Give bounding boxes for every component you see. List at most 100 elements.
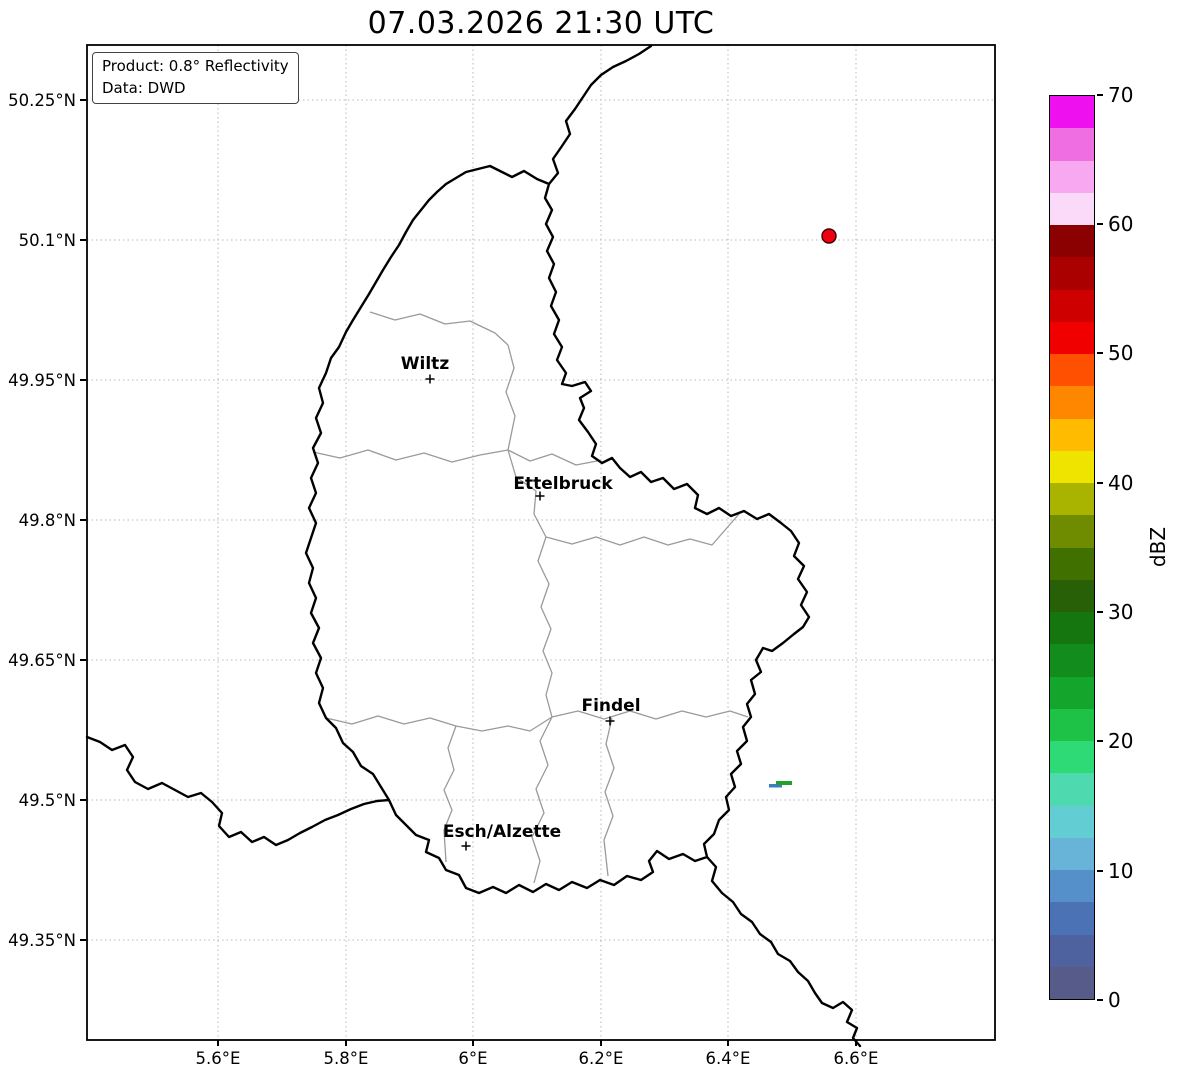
colorbar-segment	[1050, 741, 1094, 774]
city-label-esch-alzette: Esch/Alzette	[443, 822, 561, 842]
lon-tick: 6°E	[428, 1040, 518, 1068]
tick-mark	[80, 379, 86, 381]
colorbar	[1049, 95, 1095, 1000]
map-canvas: Wiltz Ettelbruck Findel Esch/Alzette	[85, 44, 996, 1048]
tick-mark	[1097, 740, 1103, 742]
tick-mark	[1097, 870, 1103, 872]
lon-tick: 5.8°E	[301, 1040, 391, 1068]
city-labels: Wiltz Ettelbruck Findel Esch/Alzette	[401, 354, 641, 842]
country-border-luxembourg	[304, 164, 811, 895]
city-label-ettelbruck: Ettelbruck	[513, 474, 613, 494]
colorbar-tick-label: 10	[1108, 859, 1134, 883]
tick-mark	[1097, 482, 1103, 484]
lat-tick-label: 49.35°N	[8, 930, 76, 950]
colorbar-tick: 40	[1097, 471, 1133, 495]
tick-mark	[80, 659, 86, 661]
city-marker-ettelbruck	[535, 491, 545, 501]
axes-frame	[86, 44, 996, 1041]
colorbar-segment	[1050, 837, 1094, 870]
lon-tick: 6.2°E	[556, 1040, 646, 1068]
colorbar-segment	[1050, 805, 1094, 838]
tick-mark	[217, 1040, 219, 1046]
lat-tick-label: 49.5°N	[18, 790, 76, 810]
lat-tick: 50.1°N	[0, 230, 86, 250]
colorbar-tick: 20	[1097, 729, 1133, 753]
colorbar-segment	[1050, 96, 1094, 129]
colorbar-segment	[1050, 386, 1094, 419]
colorbar-segment	[1050, 418, 1094, 451]
lon-tick: 6.4°E	[683, 1040, 773, 1068]
radar-echo-streak-green	[776, 781, 792, 785]
legend-box: Product: 0.8° Reflectivity Data: DWD	[92, 52, 299, 104]
colorbar-tick-label: 40	[1108, 471, 1134, 495]
colorbar-segment	[1050, 547, 1094, 580]
tick-mark	[80, 799, 86, 801]
lat-tick: 50.25°N	[0, 90, 86, 110]
colorbar-segment	[1050, 676, 1094, 709]
colorbar-segment	[1050, 612, 1094, 645]
colorbar-tick-label: 30	[1108, 600, 1134, 624]
lat-tick-label: 49.8°N	[18, 510, 76, 530]
tick-mark	[472, 1040, 474, 1046]
district-borders	[312, 311, 749, 884]
colorbar-segment	[1050, 257, 1094, 290]
tick-mark	[80, 239, 86, 241]
colorbar-segment	[1050, 160, 1094, 193]
colorbar-segment	[1050, 966, 1094, 999]
colorbar-unit-label: dBZ	[1146, 526, 1170, 568]
lat-tick: 49.8°N	[0, 510, 86, 530]
lon-tick-label: 5.6°E	[195, 1049, 241, 1068]
colorbar-tick: 10	[1097, 859, 1133, 883]
colorbar-tick: 70	[1097, 83, 1133, 107]
lat-tick: 49.35°N	[0, 930, 86, 950]
gridlines	[87, 45, 995, 1040]
city-marker-esch-alzette	[461, 841, 471, 851]
city-markers	[425, 374, 615, 851]
tick-mark	[1097, 999, 1103, 1001]
colorbar-segment	[1050, 773, 1094, 806]
tick-mark	[727, 1040, 729, 1046]
city-label-wiltz: Wiltz	[401, 354, 450, 374]
lat-tick: 49.5°N	[0, 790, 86, 810]
lat-tick-label: 50.1°N	[18, 230, 76, 250]
lon-tick: 6.6°E	[811, 1040, 901, 1068]
colorbar-segment	[1050, 450, 1094, 483]
tick-mark	[1097, 352, 1103, 354]
colorbar-segment	[1050, 225, 1094, 258]
lat-tick-label: 49.95°N	[8, 370, 76, 390]
colorbar-tick: 30	[1097, 600, 1133, 624]
lon-tick-label: 5.8°E	[323, 1049, 369, 1068]
tick-mark	[855, 1040, 857, 1046]
lat-tick: 49.65°N	[0, 650, 86, 670]
tick-mark	[345, 1040, 347, 1046]
colorbar-segment	[1050, 515, 1094, 548]
neighbour-borders	[85, 44, 862, 1048]
colorbar-tick-label: 20	[1108, 729, 1134, 753]
tick-mark	[80, 519, 86, 521]
colorbar-tick-label: 70	[1108, 83, 1134, 107]
radar-echo-cell	[821, 228, 837, 244]
colorbar-tick: 50	[1097, 341, 1133, 365]
border-germany-belgium	[547, 44, 653, 186]
tick-mark	[1097, 611, 1103, 613]
colorbar-tick: 60	[1097, 212, 1133, 236]
tick-mark	[600, 1040, 602, 1046]
colorbar-tick-label: 50	[1108, 341, 1134, 365]
colorbar-segment	[1050, 192, 1094, 225]
radar-echo-streak-blue	[769, 784, 782, 788]
lat-tick-label: 50.25°N	[8, 90, 76, 110]
lon-tick-label: 6°E	[458, 1049, 488, 1068]
lon-tick-label: 6.2°E	[578, 1049, 624, 1068]
colorbar-segment	[1050, 128, 1094, 161]
lon-tick: 5.6°E	[173, 1040, 263, 1068]
colorbar-tick-label: 0	[1108, 988, 1121, 1012]
border-france-belgium	[85, 735, 391, 847]
colorbar-segment	[1050, 870, 1094, 903]
colorbar-segment	[1050, 289, 1094, 322]
colorbar-segment	[1050, 708, 1094, 741]
tick-mark	[1097, 94, 1103, 96]
lon-tick-label: 6.4°E	[705, 1049, 751, 1068]
city-marker-findel	[605, 716, 615, 726]
colorbar-tick: 0	[1097, 988, 1121, 1012]
